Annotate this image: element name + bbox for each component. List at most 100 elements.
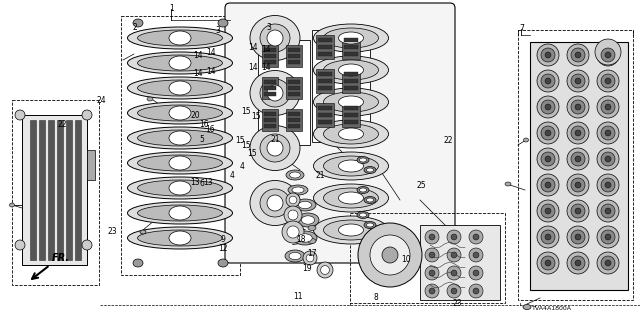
Circle shape bbox=[571, 256, 585, 270]
Ellipse shape bbox=[323, 220, 378, 240]
Bar bbox=[264, 112, 276, 116]
Ellipse shape bbox=[260, 134, 290, 162]
Bar bbox=[342, 69, 360, 93]
Bar bbox=[518, 30, 633, 300]
Ellipse shape bbox=[288, 185, 308, 195]
Ellipse shape bbox=[138, 130, 223, 146]
Circle shape bbox=[575, 130, 581, 136]
Ellipse shape bbox=[360, 188, 367, 192]
Bar bbox=[342, 35, 360, 59]
Bar bbox=[318, 38, 332, 42]
Ellipse shape bbox=[138, 30, 223, 46]
Ellipse shape bbox=[364, 166, 376, 173]
Circle shape bbox=[597, 148, 619, 170]
Bar bbox=[344, 113, 358, 117]
Ellipse shape bbox=[169, 206, 191, 220]
Circle shape bbox=[541, 256, 555, 270]
Circle shape bbox=[605, 104, 611, 110]
Ellipse shape bbox=[169, 231, 191, 245]
Circle shape bbox=[473, 252, 479, 258]
Bar bbox=[48, 120, 54, 260]
Circle shape bbox=[321, 266, 330, 274]
Text: 3: 3 bbox=[266, 23, 271, 32]
Ellipse shape bbox=[339, 32, 364, 44]
Text: 4: 4 bbox=[239, 162, 244, 171]
Text: 14: 14 bbox=[248, 44, 258, 52]
Ellipse shape bbox=[364, 221, 376, 228]
Text: 15: 15 bbox=[235, 136, 245, 145]
Bar bbox=[288, 48, 300, 52]
Circle shape bbox=[541, 48, 555, 62]
Text: 18: 18 bbox=[296, 235, 305, 244]
Ellipse shape bbox=[357, 156, 369, 164]
Bar bbox=[318, 86, 332, 90]
Circle shape bbox=[425, 248, 439, 262]
Ellipse shape bbox=[367, 223, 374, 227]
Text: 16: 16 bbox=[198, 120, 209, 129]
Ellipse shape bbox=[138, 205, 223, 221]
Ellipse shape bbox=[127, 202, 232, 224]
Circle shape bbox=[537, 44, 559, 66]
Ellipse shape bbox=[339, 192, 364, 204]
Ellipse shape bbox=[308, 238, 316, 244]
Text: 1: 1 bbox=[169, 4, 174, 13]
Circle shape bbox=[469, 284, 483, 298]
Bar bbox=[344, 45, 358, 49]
Bar bbox=[316, 35, 334, 59]
Bar bbox=[264, 54, 276, 58]
Ellipse shape bbox=[364, 196, 376, 204]
Bar bbox=[264, 124, 276, 128]
Text: 21: 21 bbox=[316, 171, 324, 180]
Text: 10: 10 bbox=[401, 255, 412, 264]
Ellipse shape bbox=[323, 124, 378, 144]
Bar bbox=[318, 113, 332, 117]
Bar bbox=[318, 52, 332, 56]
Circle shape bbox=[545, 182, 551, 188]
Circle shape bbox=[605, 208, 611, 214]
Bar bbox=[344, 86, 358, 90]
Circle shape bbox=[575, 78, 581, 84]
Text: 15: 15 bbox=[241, 108, 252, 116]
Bar bbox=[286, 109, 302, 131]
Circle shape bbox=[597, 174, 619, 196]
Text: 24: 24 bbox=[96, 96, 106, 105]
Bar bbox=[288, 60, 300, 64]
Circle shape bbox=[537, 174, 559, 196]
Text: TVA4A1800A: TVA4A1800A bbox=[532, 306, 572, 311]
Ellipse shape bbox=[339, 128, 364, 140]
Circle shape bbox=[425, 230, 439, 244]
Ellipse shape bbox=[323, 28, 378, 48]
Ellipse shape bbox=[314, 184, 388, 212]
Circle shape bbox=[537, 252, 559, 274]
Bar bbox=[264, 86, 276, 90]
Circle shape bbox=[288, 210, 298, 220]
Circle shape bbox=[575, 208, 581, 214]
Ellipse shape bbox=[218, 19, 228, 27]
Circle shape bbox=[545, 78, 551, 84]
Text: 6: 6 bbox=[199, 180, 204, 188]
Ellipse shape bbox=[339, 224, 364, 236]
Circle shape bbox=[541, 74, 555, 88]
Text: 19: 19 bbox=[302, 264, 312, 273]
Circle shape bbox=[370, 235, 410, 275]
Ellipse shape bbox=[15, 240, 25, 250]
Bar bbox=[288, 54, 300, 58]
Circle shape bbox=[286, 193, 300, 207]
Bar bbox=[22, 115, 87, 265]
Circle shape bbox=[605, 130, 611, 136]
Bar bbox=[262, 77, 278, 99]
Circle shape bbox=[473, 288, 479, 294]
Bar bbox=[264, 60, 276, 64]
Bar bbox=[344, 72, 358, 76]
Circle shape bbox=[541, 230, 555, 244]
Bar bbox=[316, 69, 334, 93]
Bar bbox=[12, 100, 99, 285]
Text: 8: 8 bbox=[373, 293, 378, 302]
Text: 23: 23 bbox=[107, 228, 117, 236]
Ellipse shape bbox=[301, 216, 315, 224]
Circle shape bbox=[601, 74, 615, 88]
Circle shape bbox=[303, 251, 317, 265]
Circle shape bbox=[545, 156, 551, 162]
Ellipse shape bbox=[169, 156, 191, 170]
Circle shape bbox=[571, 48, 585, 62]
